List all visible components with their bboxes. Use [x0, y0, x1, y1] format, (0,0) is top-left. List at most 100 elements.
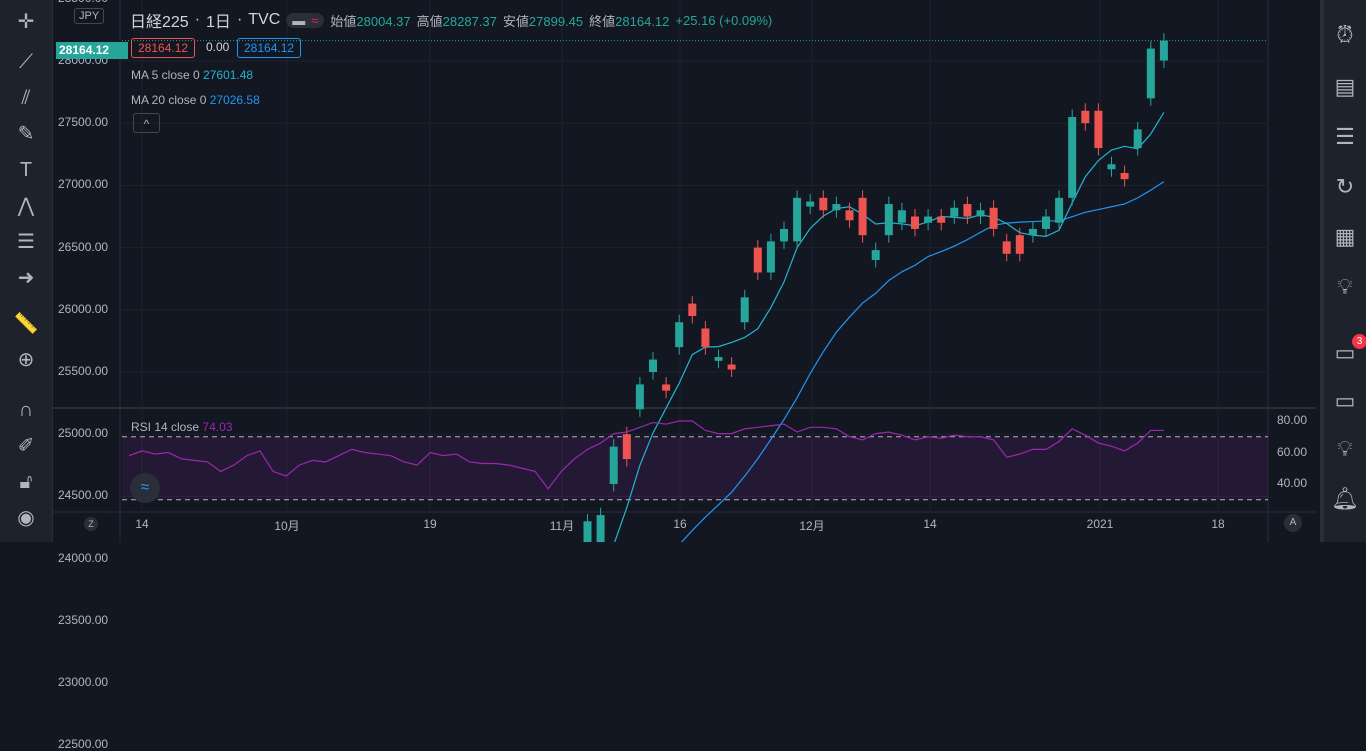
candle-body: [897, 210, 906, 223]
price-tick: 24500.00: [58, 488, 109, 503]
collapse-legend-button[interactable]: ^: [133, 113, 160, 133]
candle-body: [701, 328, 710, 348]
candle-body: [832, 204, 841, 211]
bell-icon[interactable]: 🔔︎: [1331, 486, 1359, 511]
candle-body: [635, 384, 644, 410]
time-tick: 16: [673, 517, 687, 531]
interval[interactable]: 1日: [206, 14, 231, 31]
currency-button[interactable]: JPY: [74, 8, 105, 24]
price-tick: 22500.00: [58, 737, 109, 751]
drawing-toolbar: ✛ ⟋ ⫽ ✎ T ⋀ ☰ ➜ 📏 ⊕ ∩ ✐ 🔓︎ ◉: [0, 0, 53, 542]
last-price-label: 28164.12: [56, 42, 128, 59]
time-tick: 14: [135, 517, 149, 531]
candle-body: [1146, 48, 1155, 99]
candle-body: [793, 197, 802, 242]
notification-badge: 3: [1352, 334, 1366, 349]
tradingview-logo: ≈: [130, 473, 160, 503]
candle-body: [649, 359, 657, 372]
rsi-line: [128, 420, 1164, 490]
candle-body: [753, 247, 762, 273]
pattern-icon[interactable]: ⋀: [17, 195, 35, 217]
brush-icon[interactable]: ✎: [17, 123, 35, 145]
time-tick: 10月: [274, 519, 300, 533]
auto-scale-button[interactable]: A: [1284, 514, 1302, 532]
lock-drawing-icon[interactable]: ✐: [17, 435, 35, 457]
candle-body: [1042, 216, 1050, 229]
price-tick: 27500.00: [58, 115, 109, 130]
candle-body: [1002, 241, 1011, 254]
candle-body: [1120, 172, 1129, 180]
candle-body: [727, 364, 736, 370]
buy-button[interactable]: 28164.12: [237, 38, 302, 58]
zoom-reset-button[interactable]: Z: [84, 517, 98, 531]
eye-icon[interactable]: ◉: [17, 507, 35, 529]
price-tick: 23000.00: [58, 675, 109, 689]
price-tick: 23500.00: [58, 612, 109, 627]
comments-icon[interactable]: ▭: [1334, 388, 1356, 413]
spread: 0.00: [206, 40, 230, 54]
rsi-tick: 40.00: [1277, 476, 1308, 490]
candle-body: [911, 216, 919, 229]
candle-body: [1068, 116, 1077, 198]
candle-body: [583, 521, 592, 542]
fib-icon[interactable]: ⫽: [21, 87, 31, 109]
candle-body: [766, 241, 775, 273]
candle-body: [1094, 110, 1103, 149]
symbol-name[interactable]: 日経225: [130, 14, 189, 31]
zoom-icon[interactable]: ⊕: [17, 349, 35, 371]
price-tick: 27000.00: [58, 177, 109, 192]
calendar-icon[interactable]: ▦: [1334, 224, 1356, 249]
candle-body: [1133, 129, 1142, 149]
price-tick: 26500.00: [58, 239, 109, 254]
crosshair-icon[interactable]: ✛: [17, 11, 35, 33]
candle-body: [1055, 197, 1064, 223]
price-tick: 28500.00: [58, 0, 108, 5]
magnet-icon[interactable]: ∩: [18, 399, 34, 421]
candle-body: [622, 434, 631, 460]
watchlist-icon[interactable]: ☰: [1335, 124, 1355, 149]
prediction-icon[interactable]: ☰: [17, 231, 35, 253]
streams-icon[interactable]: 💡︎: [1337, 436, 1353, 461]
time-tick: 18: [1211, 517, 1225, 531]
candle-body: [937, 216, 946, 223]
lock-icon[interactable]: 🔓︎: [19, 471, 33, 493]
exchange: TVC: [248, 11, 281, 28]
candle-body: [688, 303, 697, 317]
rsi-tick: 80.00: [1277, 413, 1308, 427]
time-tick: 2021: [1086, 517, 1114, 531]
chart-canvas[interactable]: [0, 0, 1366, 542]
news-icon[interactable]: ▤: [1334, 74, 1356, 99]
candle-body: [858, 197, 867, 236]
candle-body: [780, 228, 788, 242]
candle-body: [596, 515, 605, 542]
candle-body: [806, 201, 815, 207]
rsi-tick: 60.00: [1277, 444, 1308, 459]
candle-body: [963, 204, 972, 217]
time-tick: 19: [423, 517, 437, 531]
change: +25.16 (+0.09%): [675, 12, 773, 28]
arrow-icon[interactable]: ➜: [17, 267, 35, 289]
text-icon[interactable]: T: [19, 159, 33, 181]
candle-body: [662, 384, 671, 391]
hotlist-icon[interactable]: ↻: [1335, 174, 1355, 199]
ruler-icon[interactable]: 📏: [13, 313, 39, 335]
price-tick: 25500.00: [58, 364, 109, 378]
candle-body: [845, 210, 854, 221]
candle-body: [1028, 228, 1037, 236]
trendline-icon[interactable]: ⟋: [19, 51, 33, 73]
price-tick: 26000.00: [58, 301, 109, 316]
symbol-header: 日経225 · 1日 · TVC ▬ ≈ 始値28004.37 高値28287.37 …: [130, 8, 772, 32]
sell-button[interactable]: 28164.12: [131, 38, 196, 58]
time-tick: 11月: [549, 519, 575, 533]
chat-icon[interactable]: ▭ 3: [1330, 334, 1366, 368]
ideas-icon[interactable]: 💡︎: [1337, 274, 1353, 299]
alarm-icon[interactable]: ⏰︎: [1336, 22, 1354, 47]
candle-body: [989, 207, 998, 229]
price-tick: 25000.00: [58, 426, 109, 441]
candle-body: [1107, 164, 1116, 170]
candle-body: [884, 204, 893, 236]
market-status[interactable]: ▬ ≈: [286, 12, 325, 28]
candle-body: [1015, 235, 1024, 254]
price-tick: 24000.00: [58, 550, 109, 565]
candle-body: [819, 197, 828, 211]
